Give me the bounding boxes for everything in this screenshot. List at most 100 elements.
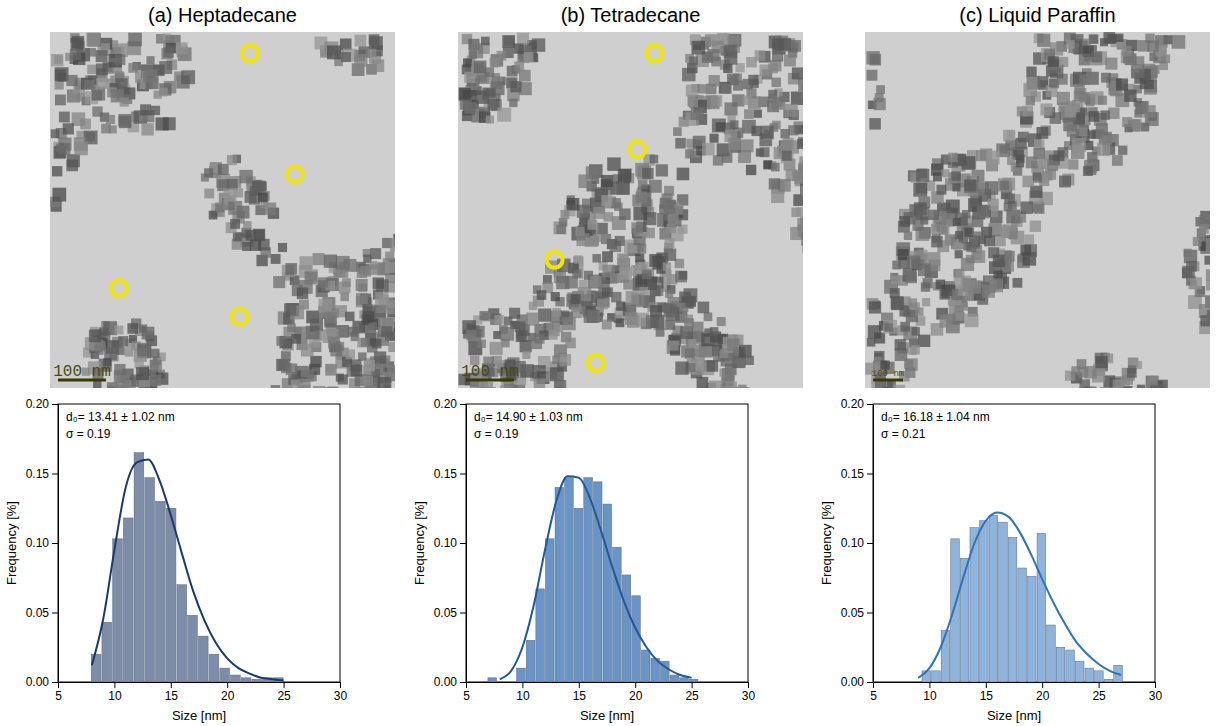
highlight-circle	[547, 252, 563, 268]
particle	[340, 38, 352, 50]
x-tick-mark	[284, 682, 285, 688]
x-tick-mark	[340, 682, 341, 688]
particle	[685, 149, 694, 158]
histogram-bar	[498, 682, 507, 683]
particle	[554, 380, 566, 388]
particle	[481, 37, 490, 46]
particle	[567, 198, 580, 211]
image-ground	[50, 32, 395, 388]
fit-curve	[918, 512, 1121, 677]
particle	[574, 270, 582, 278]
panel-title: (c) Liquid Paraffin	[959, 4, 1115, 26]
particle	[663, 262, 671, 270]
particle	[642, 168, 653, 179]
particle	[313, 253, 325, 265]
particle	[230, 219, 240, 229]
particle	[1112, 155, 1123, 166]
particle	[306, 370, 314, 378]
particle	[784, 104, 797, 117]
y-tick: 0.20	[841, 397, 873, 411]
particle	[298, 379, 311, 388]
particle	[665, 290, 673, 298]
x-tick-mark	[873, 682, 874, 688]
particle	[742, 79, 752, 89]
y-tick-mark	[867, 682, 873, 683]
particle	[515, 321, 526, 332]
histogram-bar	[1104, 679, 1113, 682]
particle	[482, 382, 493, 388]
particle	[305, 272, 318, 285]
particle	[1036, 127, 1048, 139]
x-tick: 25	[685, 682, 699, 703]
particle	[336, 256, 350, 270]
particle	[797, 207, 803, 215]
histogram-bar	[188, 615, 198, 682]
histogram-bar	[113, 539, 123, 682]
particle	[324, 255, 337, 268]
x-tick-mark	[114, 682, 115, 688]
particle	[1030, 186, 1042, 198]
particle	[985, 181, 999, 195]
histogram-bar	[517, 668, 526, 682]
particle	[1101, 73, 1111, 83]
particle	[913, 220, 924, 231]
particle	[755, 50, 766, 61]
particle	[625, 312, 638, 325]
particle	[310, 319, 323, 332]
particle	[1147, 40, 1158, 51]
particle	[931, 224, 942, 235]
particle	[319, 299, 333, 313]
particle	[763, 161, 772, 170]
particle	[772, 96, 785, 109]
particle	[909, 298, 918, 307]
particle	[469, 50, 477, 58]
particle	[1132, 119, 1142, 129]
particle	[717, 317, 726, 326]
y-tick-mark	[460, 404, 466, 405]
x-axis: 51015202530	[463, 682, 755, 703]
particle	[313, 386, 325, 388]
particle	[1131, 65, 1144, 78]
particle	[140, 104, 151, 115]
histogram-bar	[488, 678, 497, 682]
particle	[52, 188, 66, 202]
particle	[385, 262, 395, 273]
particle	[698, 302, 710, 314]
particle	[1016, 159, 1024, 167]
particle	[712, 118, 726, 132]
particle	[1068, 159, 1078, 169]
particle	[106, 115, 115, 124]
particle	[675, 361, 688, 374]
micrograph	[865, 32, 1210, 388]
particle	[163, 47, 174, 58]
x-tick: 10	[108, 682, 122, 703]
y-tick-label: 0.05	[841, 606, 865, 620]
particle	[616, 318, 625, 327]
particle	[951, 171, 960, 180]
particle	[964, 179, 978, 193]
particle	[1118, 146, 1127, 155]
particle	[984, 235, 995, 246]
particle	[1047, 160, 1058, 171]
particle	[746, 165, 756, 175]
y-axis-line	[58, 405, 59, 683]
particle	[869, 301, 881, 313]
particle	[358, 352, 366, 360]
particle	[1013, 278, 1023, 288]
y-tick-mark	[867, 613, 873, 614]
highlight-circle	[647, 45, 663, 61]
particle	[534, 378, 545, 388]
particle	[459, 88, 471, 100]
particle	[137, 343, 150, 356]
particle	[713, 155, 723, 165]
particle	[791, 91, 803, 104]
histogram-bar	[123, 518, 133, 682]
particle	[176, 42, 188, 54]
particle	[1190, 277, 1202, 289]
particle	[918, 263, 931, 276]
particle	[556, 276, 569, 289]
particle	[965, 228, 974, 237]
particle	[1206, 269, 1210, 281]
histogram-bar	[536, 589, 545, 682]
particle	[1050, 79, 1059, 88]
